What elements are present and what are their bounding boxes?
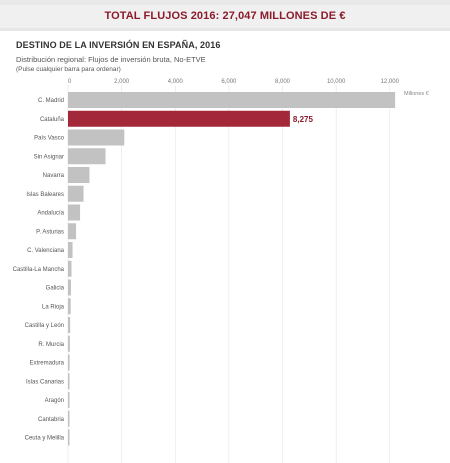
bar[interactable] (68, 317, 71, 333)
x-tick-label: 6,000 (221, 79, 237, 85)
chart-title: DESTINO DE LA INVERSIÓN EN ESPAÑA, 2016 (16, 40, 221, 50)
bar[interactable] (68, 335, 70, 352)
category-label: Extremadura (30, 361, 65, 367)
category-label: Sin Asignar (34, 154, 64, 160)
category-label: Castilla y León (25, 323, 64, 329)
category-label: P. Asturias (36, 229, 64, 235)
bar[interactable] (68, 392, 70, 408)
unit-label: Millones € (404, 91, 429, 97)
category-label: C. Valenciana (27, 248, 65, 254)
bar[interactable] (68, 373, 70, 390)
bar[interactable] (68, 185, 84, 202)
bar[interactable] (68, 110, 290, 127)
top-bar (0, 0, 450, 5)
bar[interactable] (68, 279, 71, 296)
category-label: País Vasco (34, 136, 65, 142)
bar[interactable] (68, 92, 396, 108)
bar[interactable] (68, 429, 70, 446)
x-tick-label: 10,000 (327, 79, 346, 85)
x-tick-label: 12,000 (381, 79, 400, 85)
bar[interactable] (68, 167, 90, 183)
category-label: La Rioja (42, 304, 65, 310)
banner-separator (0, 28, 450, 31)
bar[interactable] (68, 410, 70, 427)
bar[interactable] (68, 129, 125, 146)
category-label: Cantabria (38, 417, 65, 423)
x-tick-label: 0 (68, 79, 72, 85)
category-label: Castilla-La Mancha (13, 267, 65, 273)
category-label: Aragón (45, 398, 64, 404)
bar[interactable] (68, 242, 73, 258)
category-label: C. Madrid (38, 98, 64, 104)
bar[interactable] (68, 148, 106, 165)
total-banner: TOTAL FLUJOS 2016: 27,047 MILLONES DE € (0, 5, 450, 28)
category-label: Andalucía (37, 211, 64, 217)
category-label: Cataluña (40, 117, 65, 123)
x-tick-label: 8,000 (275, 79, 291, 85)
chart-note: (Pulse cualquier barra para ordenar) (16, 66, 121, 73)
bar[interactable] (68, 223, 77, 240)
bar[interactable] (68, 204, 81, 221)
bar[interactable] (68, 298, 71, 315)
category-label: Islas Baleares (26, 192, 64, 198)
bar[interactable] (68, 354, 70, 371)
category-label: Ceuta y Melilla (25, 436, 65, 442)
category-label: Navarra (43, 173, 65, 179)
x-tick-label: 4,000 (168, 79, 184, 85)
bar[interactable] (68, 260, 72, 277)
x-tick-label: 2,000 (114, 79, 130, 85)
category-label: R. Murcia (38, 342, 64, 348)
category-label: Galicia (46, 286, 65, 292)
chart-subtitle: Distribución regional: Flujos de inversi… (16, 55, 206, 64)
data-label: 8,275 (293, 115, 314, 124)
category-label: Islas Canarias (26, 379, 64, 385)
